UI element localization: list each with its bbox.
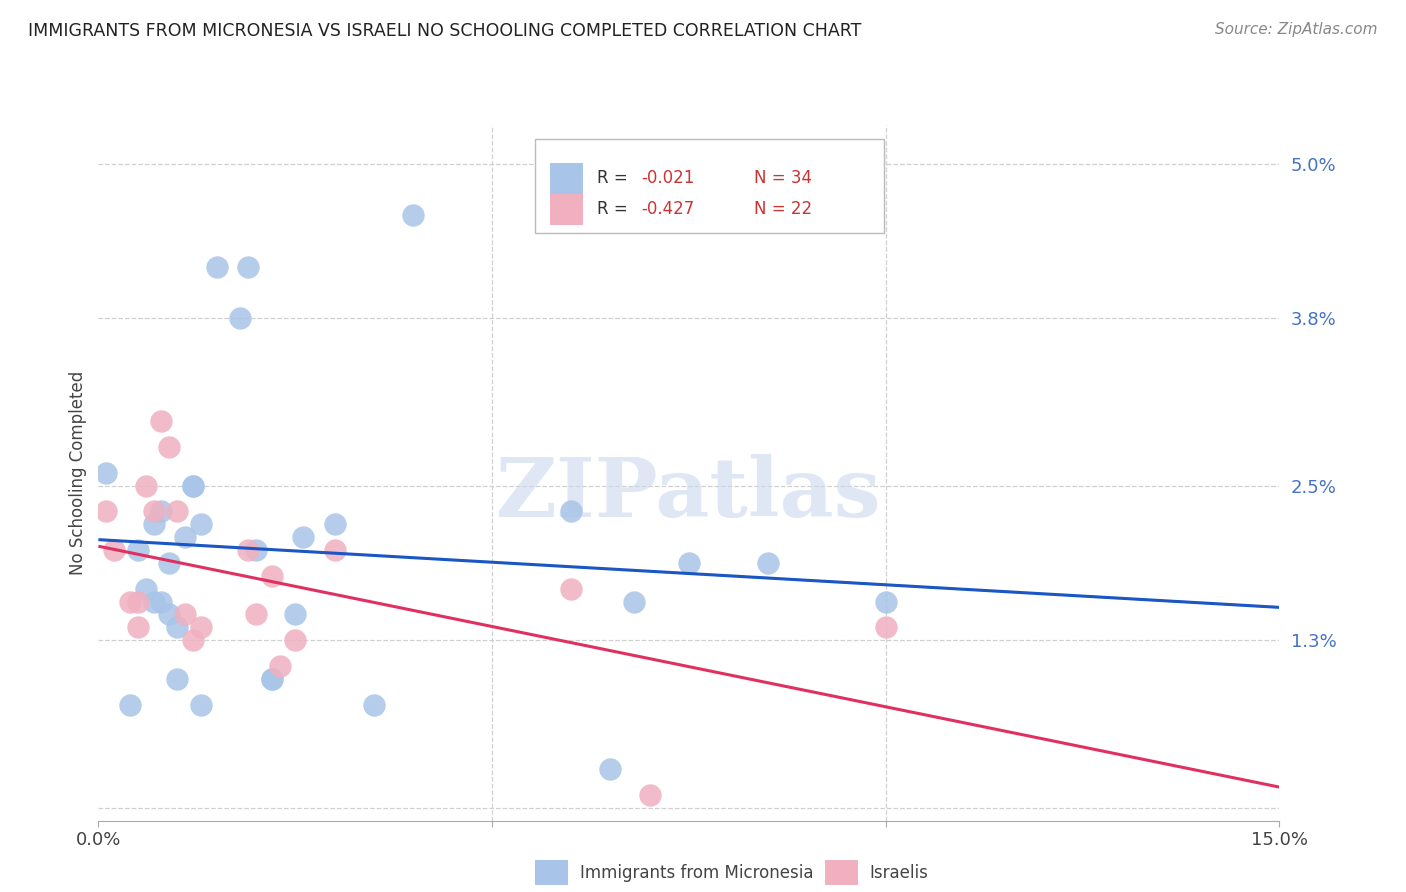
Point xyxy=(638,788,661,802)
Point xyxy=(245,607,267,622)
FancyBboxPatch shape xyxy=(536,860,568,886)
Text: -0.427: -0.427 xyxy=(641,200,695,219)
Point xyxy=(756,556,779,570)
Point xyxy=(623,594,645,608)
Point xyxy=(260,672,283,686)
Point xyxy=(127,620,149,634)
Point xyxy=(875,594,897,608)
Point xyxy=(166,672,188,686)
Text: Source: ZipAtlas.com: Source: ZipAtlas.com xyxy=(1215,22,1378,37)
Point xyxy=(190,698,212,712)
Point xyxy=(174,530,197,544)
Point xyxy=(118,594,141,608)
FancyBboxPatch shape xyxy=(550,162,582,194)
Text: N = 22: N = 22 xyxy=(754,200,813,219)
Point xyxy=(118,698,141,712)
Point xyxy=(402,208,425,222)
Text: -0.021: -0.021 xyxy=(641,169,695,187)
Point xyxy=(135,582,157,596)
Point xyxy=(323,543,346,558)
Point xyxy=(260,569,283,583)
Point xyxy=(135,478,157,492)
Text: ZIPatlas: ZIPatlas xyxy=(496,454,882,533)
Point xyxy=(284,633,307,648)
Point xyxy=(127,594,149,608)
Point xyxy=(166,504,188,518)
Point xyxy=(96,466,118,480)
FancyBboxPatch shape xyxy=(536,139,884,233)
FancyBboxPatch shape xyxy=(825,860,858,886)
Point xyxy=(157,607,180,622)
Point xyxy=(96,504,118,518)
Point xyxy=(236,543,259,558)
Point xyxy=(166,620,188,634)
Point xyxy=(245,543,267,558)
FancyBboxPatch shape xyxy=(550,194,582,225)
Point xyxy=(181,478,204,492)
Point xyxy=(142,517,165,532)
Point xyxy=(560,582,582,596)
Point xyxy=(323,517,346,532)
Text: Israelis: Israelis xyxy=(870,863,928,882)
Point xyxy=(127,543,149,558)
Point xyxy=(363,698,385,712)
Point xyxy=(560,504,582,518)
Point xyxy=(236,260,259,274)
Point xyxy=(269,659,291,673)
Point xyxy=(181,478,204,492)
Text: R =: R = xyxy=(596,169,633,187)
Point xyxy=(205,260,228,274)
Y-axis label: No Schooling Completed: No Schooling Completed xyxy=(69,371,87,574)
Point xyxy=(599,762,621,776)
Point xyxy=(103,543,125,558)
Point xyxy=(142,594,165,608)
Point xyxy=(190,517,212,532)
Point xyxy=(150,594,173,608)
Point xyxy=(150,414,173,428)
Point xyxy=(157,556,180,570)
Text: Immigrants from Micronesia: Immigrants from Micronesia xyxy=(581,863,814,882)
Text: N = 34: N = 34 xyxy=(754,169,811,187)
Point xyxy=(174,607,197,622)
Point xyxy=(157,440,180,454)
Point xyxy=(190,620,212,634)
Point xyxy=(229,311,252,326)
Text: IMMIGRANTS FROM MICRONESIA VS ISRAELI NO SCHOOLING COMPLETED CORRELATION CHART: IMMIGRANTS FROM MICRONESIA VS ISRAELI NO… xyxy=(28,22,862,40)
Point xyxy=(181,633,204,648)
Point xyxy=(150,504,173,518)
Point xyxy=(875,620,897,634)
Point xyxy=(284,607,307,622)
Point xyxy=(678,556,700,570)
Point xyxy=(292,530,315,544)
Point xyxy=(260,672,283,686)
Point xyxy=(142,504,165,518)
Text: R =: R = xyxy=(596,200,633,219)
